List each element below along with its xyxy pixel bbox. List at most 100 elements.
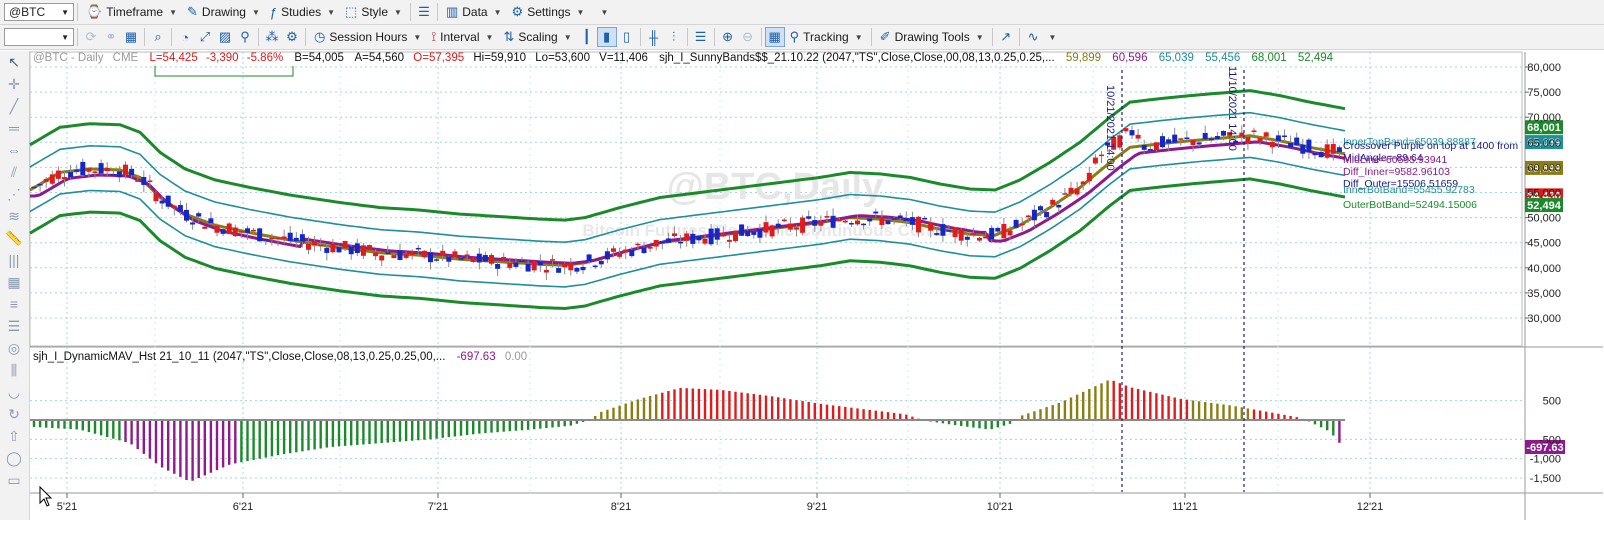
candle [550,254,555,268]
studies-button[interactable]: ƒ Studies ▼ [265,2,340,22]
line-chart-icon[interactable]: ⫶ [672,29,676,44]
crosshair-tool-icon[interactable]: ✛ [8,75,20,92]
mid-line-label: MidLine=60595.93941 [1343,154,1447,166]
candle [421,250,427,259]
candle [379,255,385,267]
candle [745,226,751,237]
data-button[interactable]: ▥ Data ▼ [441,2,507,22]
grid-icon[interactable]: ▦ [124,29,138,44]
hist-value-badge [1525,439,1565,454]
dial-icon[interactable]: ◔ [181,29,189,45]
crosshair-icon[interactable]: ▦ [764,27,785,47]
timeframe-button[interactable]: ⌚ Timeframe ▼ [81,2,182,22]
binoculars-icon[interactable]: ⚲ [240,29,250,44]
channel-icon[interactable]: ⫽ [10,163,18,180]
hline-icon[interactable]: ═ [9,120,19,136]
arrows-icon[interactable]: ⇔ [7,142,21,158]
pointer-icon[interactable]: ↖ [8,53,20,70]
separator [639,28,641,46]
fib-icon[interactable]: ≋ [8,207,20,224]
separator [77,3,78,21]
candle [202,226,208,229]
arc-icon[interactable]: ◡ [7,383,21,400]
chevron-down-icon: ▼ [1048,32,1057,42]
separator [305,28,306,46]
magnifier-icon[interactable]: ⌕ [154,29,162,44]
volume-bars-icon[interactable]: ╫ [649,29,659,45]
candle [970,227,976,237]
vlines-icon[interactable]: ||| [8,252,20,268]
drawing-button[interactable]: ✎ Drawing ▼ [182,2,265,22]
candle [598,260,604,268]
rotate-icon[interactable]: ↻ [8,405,20,422]
layout-icon[interactable]: ☰ [418,4,430,19]
scaling-button[interactable]: ⇅ Scaling ▼ [498,27,576,47]
candle [964,233,970,247]
tracking-button[interactable]: ⚲ Tracking ▼ [785,27,868,47]
indicator-button[interactable]: ∿ ▼ [1023,27,1062,47]
candle [885,219,891,226]
bars-tool-icon[interactable]: ⫼ [10,361,18,378]
candle [726,234,732,249]
style-button[interactable]: ⬚ Style ▼ [340,2,407,22]
candle [592,264,598,270]
trendline-icon[interactable]: ╱ [9,97,19,114]
panels-icon[interactable]: ☰ [694,29,707,44]
candle [1184,130,1190,141]
candle [1013,218,1019,230]
candle [635,242,641,251]
candlesticks [31,125,1342,281]
candle [543,263,549,281]
chevron-down-icon: ▼ [975,32,984,42]
settings-icon[interactable]: ⚙ [286,29,298,44]
symbol-combo[interactable]: @BTC ▼ [4,3,74,21]
refresh-icon[interactable]: ⟳ [85,29,97,44]
hollow-candle-icon[interactable]: ▯ [623,29,631,44]
picture-icon[interactable]: ▨ [218,29,232,44]
candle [1080,180,1086,191]
candle [739,224,745,236]
rectangle-icon[interactable]: ▭ [7,471,21,488]
candle [415,245,421,257]
candle [604,247,610,264]
candle [324,244,330,261]
separator [713,28,715,46]
zoom-in-icon[interactable]: ⊕ [722,29,734,44]
candle [818,215,824,232]
settings-button[interactable]: ⚙ Settings ▼ [507,2,590,22]
candle [641,241,647,254]
candle [1019,217,1025,231]
candle [86,167,92,178]
bar-chart-icon[interactable]: ┃ [582,29,591,44]
spiral-icon[interactable]: ◎ [7,339,21,356]
stack-icon[interactable]: ☰ [7,317,21,334]
price-tick-label: 30,000 [1527,313,1561,325]
hlines-icon[interactable]: ≡ [9,296,19,312]
drawing-tools-button[interactable]: ✐ Drawing Tools ▼ [875,27,989,47]
arrow-up-icon[interactable]: ⇧ [8,427,20,444]
candle [37,183,43,192]
candle [574,266,580,275]
interval-button[interactable]: ⟟ Interval ▼ [426,27,498,47]
more-button[interactable]: ▼ [589,2,613,22]
candle [1269,139,1275,154]
zoom-out-icon[interactable]: ⊖ [742,29,754,44]
session-hours-button[interactable]: ◷ Session Hours ▼ [309,27,426,47]
candlestick-icon[interactable]: ▮ [596,27,617,47]
candle [1117,131,1123,150]
link-icon[interactable]: ⚭ [105,29,117,44]
grid-tool-icon[interactable]: ▦ [7,273,21,290]
workspace-combo[interactable]: ▼ [4,28,74,46]
fan-icon[interactable]: ⋰ [7,185,21,202]
drawing-label: Drawing [201,5,246,19]
candle [299,229,305,248]
candle [446,255,452,268]
chart-zoom-icon[interactable]: ⤢ [199,29,211,44]
lower-value: -697.63 [457,351,496,363]
ruler-icon[interactable]: 📏 [5,229,23,246]
trend-icon[interactable]: ↗ [1000,29,1012,44]
price-tick-label: 35,000 [1527,288,1561,300]
network-icon[interactable]: ⁂ [265,29,279,44]
ellipse-icon[interactable]: ◯ [6,449,22,466]
